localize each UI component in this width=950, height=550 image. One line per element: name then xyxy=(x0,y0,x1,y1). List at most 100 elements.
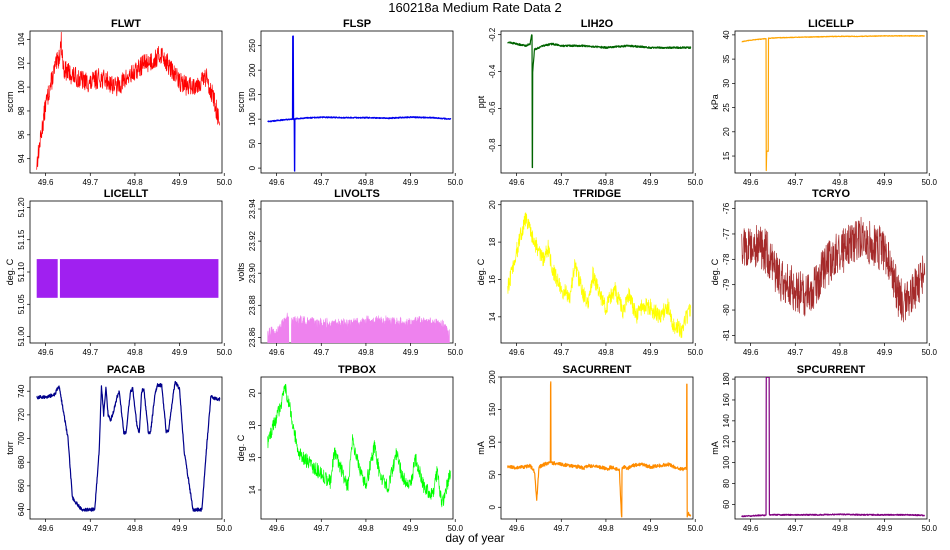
y-tick-label: -81 xyxy=(722,329,731,341)
x-tick-label: 49.9 xyxy=(643,348,659,357)
x-tick-label: 49.8 xyxy=(127,524,143,533)
y-tick-label: 18 xyxy=(488,237,497,246)
x-tick-label: 49.7 xyxy=(553,524,569,533)
y-tick-label: 98 xyxy=(17,106,26,115)
x-tick-label: 49.9 xyxy=(172,178,188,187)
y-tick-label: 200 xyxy=(248,63,257,77)
y-tick-label: 20 xyxy=(722,127,731,136)
plot-frame xyxy=(734,30,928,174)
x-tick-label: 49.9 xyxy=(643,524,659,533)
panel-title-spcurrent: SPCURRENT xyxy=(797,364,866,376)
y-tick-label: -80 xyxy=(722,304,731,316)
y-tick-label: 23.86 xyxy=(248,327,257,348)
y-tick-label: 100 xyxy=(17,80,26,94)
panel-title-licellp: LICELLP xyxy=(808,18,854,30)
y-tick-label: -0.4 xyxy=(488,64,497,78)
series-line xyxy=(267,35,452,172)
figure-title: 160218a Medium Rate Data 2 xyxy=(388,0,561,15)
y-tick-label: 40 xyxy=(722,30,731,39)
series-area xyxy=(267,312,450,343)
y-tick-label: -78 xyxy=(722,253,731,265)
y-tick-label: 740 xyxy=(17,384,26,398)
y-axis-label: kPa xyxy=(710,94,720,110)
x-tick-label: 49.9 xyxy=(877,178,893,187)
x-tick-label: 49.8 xyxy=(598,348,614,357)
panel-tcryo: TCRYO 49.6 49.7 49.8 49.9 50.0 -76 -77 -78 -79 -80… xyxy=(710,188,938,357)
plot-area xyxy=(36,31,220,170)
y-axis-label: mA xyxy=(476,441,486,455)
plot-area xyxy=(36,259,219,298)
series-line xyxy=(507,212,692,339)
x-tick-label: 49.7 xyxy=(82,348,98,357)
y-tick-label: 23.90 xyxy=(248,263,257,284)
x-tick-label: 49.9 xyxy=(877,348,893,357)
panel-flsp: FLSP 49.6 49.7 49.8 49.9 50.0 0 50 100 150 200 250 s… xyxy=(236,18,464,187)
panel-spcurrent: SPCURRENT 49.6 49.7 49.8 49.9 50.0 60 80 100 120 1… xyxy=(710,364,938,533)
panel-title-flwt: FLWT xyxy=(111,18,141,30)
panel-title-pacab: PACAB xyxy=(107,364,145,376)
x-tick-label: 49.7 xyxy=(553,178,569,187)
y-tick-label: 150 xyxy=(248,87,257,101)
y-axis-label: deg. C xyxy=(710,258,720,285)
panel-title-tcryo: TCRYO xyxy=(812,188,851,200)
plot-area xyxy=(36,380,221,512)
x-tick-label: 49.6 xyxy=(509,348,525,357)
y-tick-label: 16 xyxy=(248,453,257,462)
y-tick-label: 104 xyxy=(17,32,26,46)
panel-title-livolts: LIVOLTS xyxy=(334,188,380,200)
y-tick-label: 50 xyxy=(488,470,497,479)
y-tick-label: 20 xyxy=(248,388,257,397)
y-tick-label: 100 xyxy=(722,455,731,469)
x-tick-label: 49.8 xyxy=(358,348,374,357)
x-tick-label: 49.8 xyxy=(598,524,614,533)
plot-area xyxy=(507,212,692,339)
series-line xyxy=(36,380,221,512)
x-tick-label: 49.8 xyxy=(127,348,143,357)
x-tick-label: 49.9 xyxy=(403,348,419,357)
plot-frame xyxy=(29,376,223,520)
plot-frame xyxy=(260,376,454,520)
series-line xyxy=(741,216,926,323)
series-line xyxy=(507,381,692,518)
y-tick-label: 18 xyxy=(248,420,257,429)
plot-area xyxy=(741,34,926,172)
plot-frame xyxy=(260,30,454,174)
panel-pacab: PACAB 49.6 49.7 49.8 49.9 50.0 640 660 680 700 720… xyxy=(5,364,233,533)
y-tick-label: 51.15 xyxy=(17,229,26,250)
x-tick-label: 49.9 xyxy=(172,524,188,533)
panel-grid: FLWT 49.6 49.7 49.8 49.9 50.0 94 96 98 100 102 104 s… xyxy=(5,18,938,533)
panel-flwt: FLWT 49.6 49.7 49.8 49.9 50.0 94 96 98 100 102 104 s… xyxy=(5,18,233,187)
y-tick-label: 14 xyxy=(488,312,497,321)
x-tick-label: 49.8 xyxy=(358,524,374,533)
x-tick-label: 49.6 xyxy=(269,348,285,357)
panel-tpbox: TPBOX 49.6 49.7 49.8 49.9 50.0 14 16 18 20 deg. C xyxy=(236,364,464,533)
x-tick-label: 49.8 xyxy=(358,178,374,187)
x-tick-label: 49.7 xyxy=(787,178,803,187)
plot-frame xyxy=(500,30,694,174)
y-axis-label: volts xyxy=(236,262,246,281)
panel-title-sacurrent: SACURRENT xyxy=(562,364,631,376)
panel-licellt: LICELLT 49.6 49.7 49.8 49.9 50.0 51.00 51.05 51.… xyxy=(5,188,233,357)
x-tick-label: 49.9 xyxy=(643,178,659,187)
x-tick-label: 49.6 xyxy=(743,348,759,357)
plot-area xyxy=(507,34,692,169)
panel-title-flsp: FLSP xyxy=(343,18,371,30)
y-tick-label: 0 xyxy=(248,165,257,170)
series-band xyxy=(36,259,58,298)
plot-frame xyxy=(500,376,694,520)
y-tick-label: 35 xyxy=(722,54,731,63)
y-tick-label: 23.88 xyxy=(248,295,257,316)
y-tick-label: 51.05 xyxy=(17,294,26,315)
y-tick-label: 23.92 xyxy=(248,231,257,252)
x-tick-label: 50.0 xyxy=(687,524,703,533)
x-tick-label: 49.7 xyxy=(553,348,569,357)
plot-area xyxy=(267,35,452,172)
x-tick-label: 49.8 xyxy=(832,524,848,533)
y-tick-label: 250 xyxy=(248,38,257,52)
plot-area xyxy=(741,377,926,518)
plot-frame xyxy=(29,30,223,174)
x-tick-label: 50.0 xyxy=(216,178,232,187)
x-tick-label: 49.8 xyxy=(598,178,614,187)
x-tick-label: 50.0 xyxy=(921,178,937,187)
